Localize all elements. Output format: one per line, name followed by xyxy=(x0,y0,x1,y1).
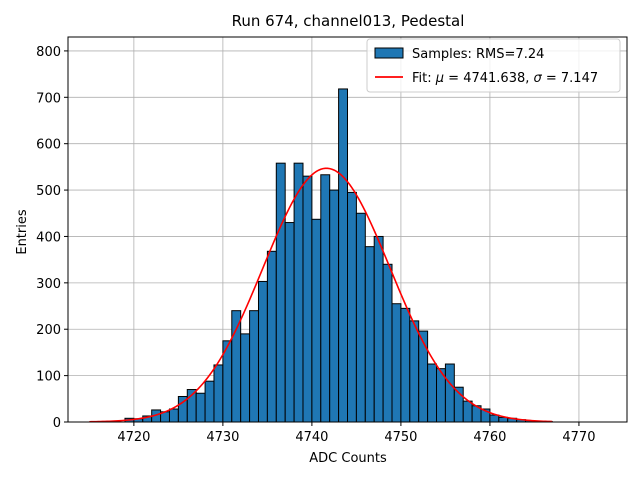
y-axis-label: Entries xyxy=(15,209,30,255)
histogram-bar xyxy=(400,307,411,423)
x-tick-label: 4730 xyxy=(206,430,239,445)
histogram-bar xyxy=(364,246,375,423)
histogram-bar xyxy=(195,392,206,423)
y-tick-label: 800 xyxy=(36,45,61,60)
x-tick-label: 4770 xyxy=(562,430,595,445)
legend-fit-sigma-symbol: σ xyxy=(534,71,543,86)
histogram-bar xyxy=(427,363,438,423)
histogram-bar xyxy=(382,263,393,423)
histogram-bar xyxy=(462,400,473,423)
histogram-bar xyxy=(329,189,340,423)
legend-fit-sigma-value: = 7.147 xyxy=(542,71,598,86)
histogram-bar xyxy=(302,175,313,423)
histogram-bar xyxy=(338,88,348,423)
legend-histogram-swatch xyxy=(374,47,404,59)
fit-curve-group xyxy=(89,167,553,423)
legend: Samples: RMS=7.24 Fit: μ = 4741.638, σ =… xyxy=(366,38,621,93)
histogram-bar xyxy=(347,191,357,423)
histogram-bar xyxy=(249,310,259,423)
legend-fit-mu-value: = 4741.638, xyxy=(444,71,533,86)
x-tick-label: 4760 xyxy=(473,430,506,445)
histogram-bars xyxy=(124,88,553,423)
histogram-bar xyxy=(240,333,251,423)
histogram-bar xyxy=(213,364,224,423)
x-axis-ticks: 4720 4730 4740 4750 4760 4770 xyxy=(117,422,595,445)
y-tick-label: 200 xyxy=(36,323,61,338)
y-axis-ticks: 0 100 200 300 400 500 600 700 800 xyxy=(36,45,68,431)
y-tick-label: 500 xyxy=(36,184,61,199)
histogram-bar xyxy=(409,320,420,423)
histogram-bar xyxy=(444,363,455,423)
legend-fit-prefix: Fit: xyxy=(412,71,436,86)
histogram-bar xyxy=(266,250,277,423)
gaussian-fit-curve xyxy=(89,167,553,423)
legend-box xyxy=(366,38,621,93)
histogram-bar xyxy=(373,235,384,423)
legend-fit-mu-symbol: μ xyxy=(435,71,444,86)
legend-fit-label: Fit: μ = 4741.638, σ = 7.147 xyxy=(412,71,598,86)
x-tick-label: 4750 xyxy=(384,430,417,445)
histogram-bar xyxy=(293,162,304,423)
y-tick-label: 400 xyxy=(36,230,61,245)
y-tick-label: 0 xyxy=(53,416,61,431)
legend-histogram-label: Samples: RMS=7.24 xyxy=(412,47,544,62)
histogram-bar xyxy=(391,303,402,423)
y-tick-label: 300 xyxy=(36,277,61,292)
histogram-bar xyxy=(355,212,366,423)
x-tick-label: 4720 xyxy=(117,430,150,445)
histogram-bar xyxy=(418,330,429,423)
histogram-bar xyxy=(257,280,268,423)
x-axis-label: ADC Counts xyxy=(309,451,387,466)
chart-title: Run 674, channel013, Pedestal xyxy=(232,12,465,30)
plot-area-frame xyxy=(67,36,628,423)
y-tick-label: 600 xyxy=(36,138,61,153)
histogram-bar xyxy=(204,380,215,423)
x-tick-label: 4740 xyxy=(295,430,328,445)
histogram-bar xyxy=(320,174,331,423)
histogram-bar xyxy=(284,222,295,423)
histogram-bar xyxy=(168,408,179,423)
histogram-bar xyxy=(275,162,286,423)
y-tick-label: 100 xyxy=(36,370,61,385)
histogram-bar xyxy=(489,414,500,423)
histogram-bar xyxy=(311,218,322,423)
y-tick-label: 700 xyxy=(36,91,61,106)
